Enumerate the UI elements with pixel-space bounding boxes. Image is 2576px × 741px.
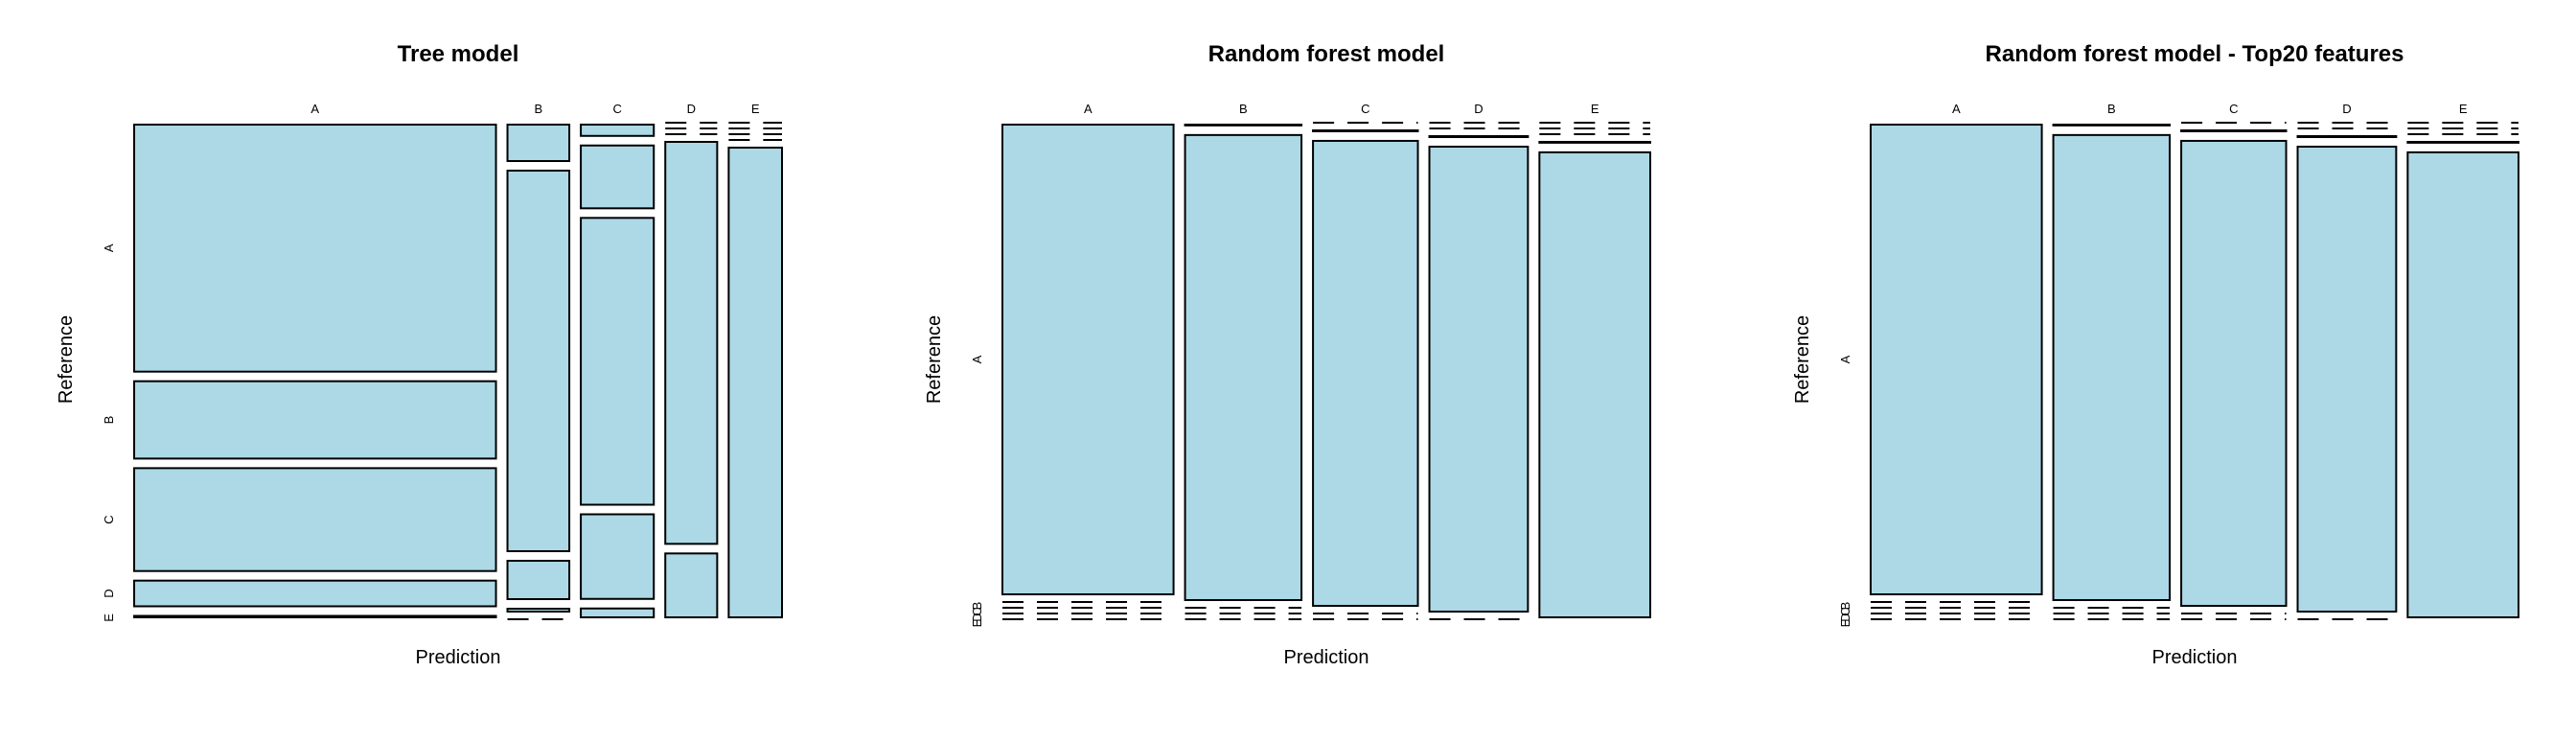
mosaic-tile [580,217,656,506]
chart-title: Tree model [398,41,519,67]
mosaic-tile [580,144,656,210]
x-tick-label: A [310,102,319,116]
mosaic-tile [1184,133,1303,601]
y-tick-label: C [102,515,116,523]
y-tick-label: D [970,613,984,621]
mosaic-tile [2296,146,2398,613]
y-tick-label: A [1838,355,1852,363]
mosaic-tile [506,560,571,600]
mosaic-panel: Tree model Prediction Reference A B C D E A B C D E [56,41,783,668]
mosaic-tile [1001,124,1175,595]
x-axis-label: Prediction [416,647,501,668]
x-axis-label: Prediction [2152,647,2238,668]
mosaic-tile [1538,151,1652,619]
y-tick-label: C [970,607,984,615]
x-tick-label: C [612,102,621,116]
mosaic-tile [2052,133,2172,601]
y-tick-label: E [970,618,984,627]
mosaic-tile [1870,124,2043,595]
y-tick-label: E [1838,618,1852,627]
mosaic-tile [580,513,656,600]
mosaic-tile [2406,151,2520,619]
x-tick-label: C [1361,102,1369,116]
x-tick-label: D [2342,102,2351,116]
mosaic-tile [1428,135,1530,139]
y-tick-label: D [1838,613,1852,621]
mosaic-tile [2296,135,2398,139]
x-tick-label: D [1474,102,1483,116]
y-tick-label: E [102,614,116,622]
y-tick-label: C [1838,607,1852,615]
mosaic-tile [727,147,783,618]
x-tick-label: B [1239,102,1248,116]
mosaic-panel: Random forest model Prediction Reference A B… [924,41,1652,668]
mosaic-tile [2052,124,2172,127]
mosaic-tile [133,467,497,572]
mosaic-tile [133,579,497,608]
x-tick-label: C [2229,102,2238,116]
mosaic-tile [2180,129,2288,132]
mosaic-tile [664,552,719,619]
y-axis-label: Reference [1792,315,1813,404]
x-tick-label: A [1952,102,1961,116]
y-tick-label: A [970,355,984,363]
mosaic-tile [133,380,497,460]
mosaic-tile [133,124,497,373]
mosaic-tile [133,614,497,618]
y-tick-label: D [102,589,116,597]
y-tick-label: B [102,416,116,425]
y-axis-label: Reference [56,315,77,404]
mosaic-tile [1184,124,1303,127]
mosaic-tile [1312,139,1419,608]
y-axis-label: Reference [924,315,945,404]
mosaic-tile [580,607,656,618]
mosaic-tile [2180,139,2288,608]
mosaic-tile [1538,141,1652,144]
chart-title: Random forest model [1208,41,1445,67]
y-tick-label: B [970,602,984,611]
x-tick-label: D [687,102,696,116]
y-tick-label: B [1838,602,1852,611]
mosaic-tile [2406,141,2520,144]
mosaic-tile [664,141,719,545]
mosaic-tile [506,608,571,613]
mosaic-tile [506,170,571,552]
mosaic-panel: Random forest model - Top20 features Pred… [1792,41,2520,668]
y-tick-label: A [102,243,116,252]
mosaic-tile [506,124,571,162]
x-tick-label: B [2107,102,2116,116]
x-tick-label: A [1084,102,1092,116]
x-axis-label: Prediction [1284,647,1369,668]
mosaic-tile [1312,129,1419,132]
x-tick-label: E [751,102,760,116]
mosaic-tile [580,124,656,137]
x-tick-label: E [2459,102,2468,116]
x-tick-label: E [1591,102,1599,116]
x-tick-label: B [534,102,542,116]
mosaic-tile [1428,146,1530,613]
chart-title: Random forest model - Top20 features [1986,41,2404,67]
